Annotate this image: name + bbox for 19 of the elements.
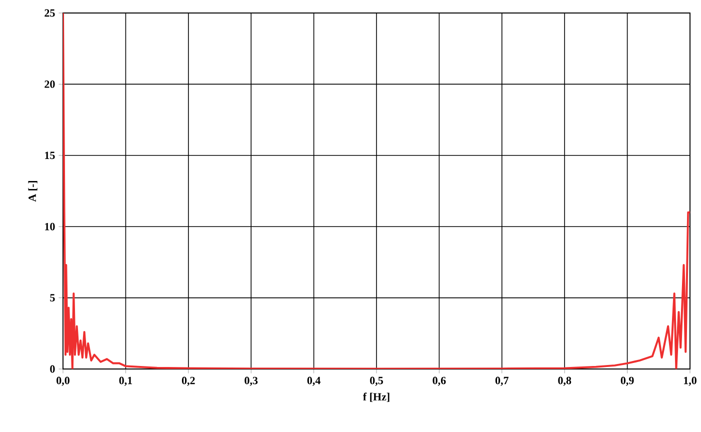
y-tick-label: 0	[50, 365, 55, 373]
y-tick-label: 15	[45, 152, 55, 160]
y-tick-label: 25	[44, 9, 55, 17]
y-axis-title: A [-]	[28, 180, 38, 202]
x-tick-label: 0,6	[432, 376, 446, 386]
x-tick-label: 0,4	[307, 376, 320, 386]
y-tick-label: 5	[50, 294, 55, 302]
x-tick-label: 0,0	[56, 376, 70, 386]
x-tick-label: 1,0	[684, 376, 696, 386]
x-tick-label: 0,9	[620, 376, 634, 386]
x-tick-label: 0,5	[370, 376, 383, 386]
x-axis-title: f [Hz]	[362, 392, 390, 402]
x-tick-label: 0,1	[119, 376, 132, 386]
x-tick-label: 0,2	[182, 376, 195, 386]
y-tick-label: 20	[44, 80, 55, 88]
x-tick-label: 0,3	[244, 376, 258, 386]
x-tick-label: 0,8	[558, 376, 572, 386]
y-tick-label: 10	[45, 222, 55, 230]
x-tick-label: 0,7	[495, 376, 508, 386]
